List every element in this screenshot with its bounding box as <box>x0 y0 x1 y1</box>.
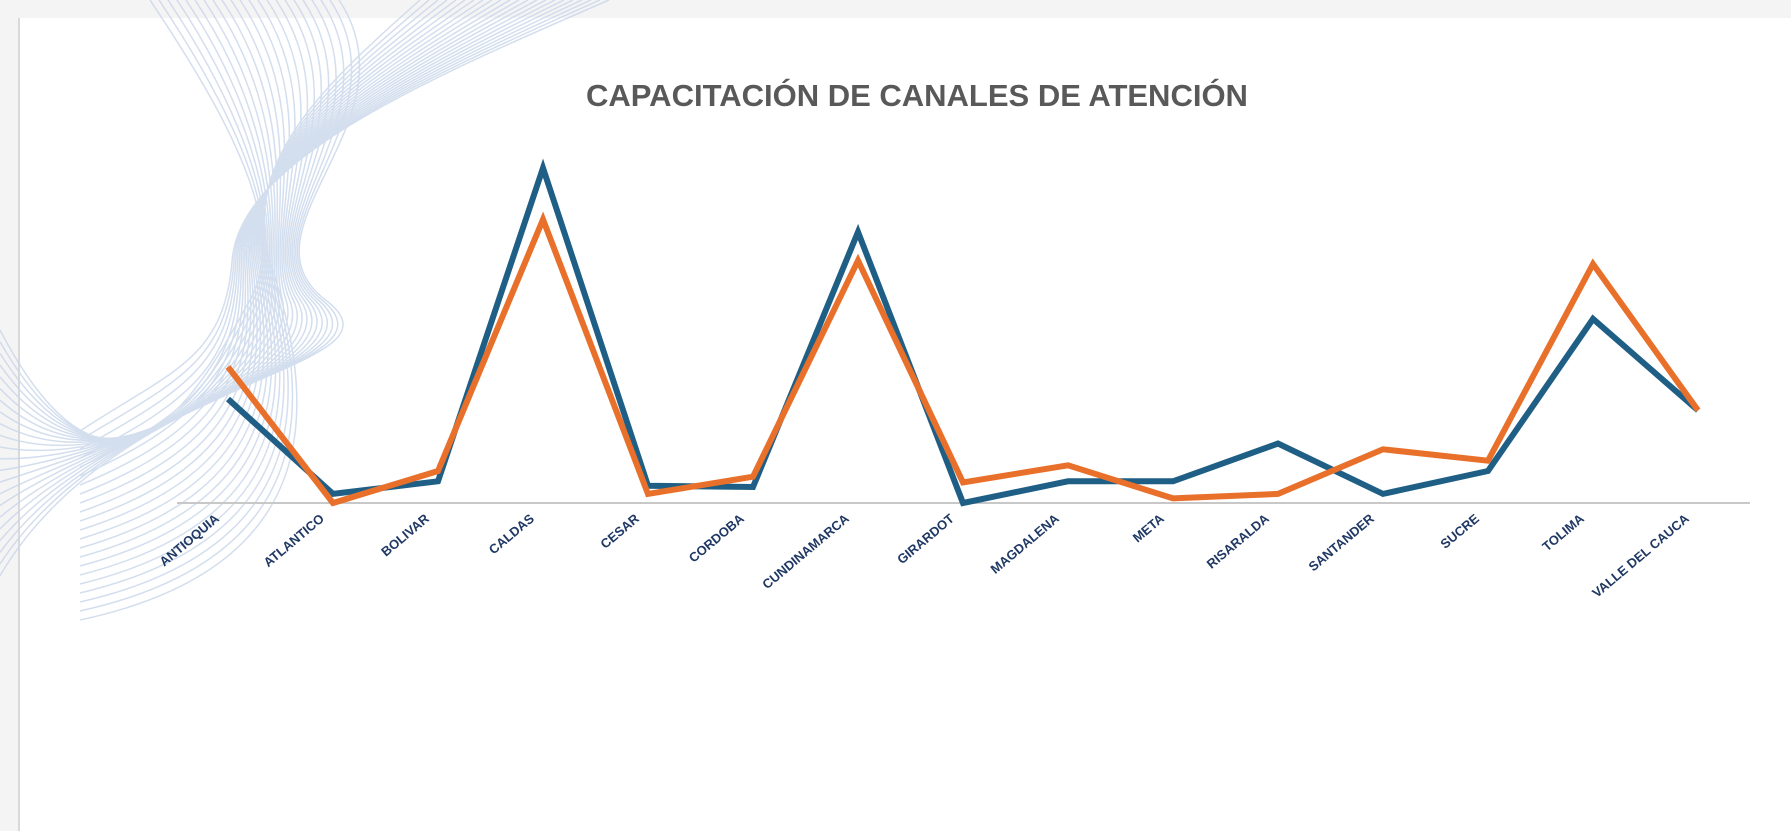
series-line <box>225 158 1700 507</box>
panel <box>19 18 1791 831</box>
chart-title: CAPACITACIÓN DE CANALES DE ATENCIÓN <box>586 77 1248 113</box>
decoration <box>0 0 610 621</box>
series-line <box>225 211 1701 507</box>
